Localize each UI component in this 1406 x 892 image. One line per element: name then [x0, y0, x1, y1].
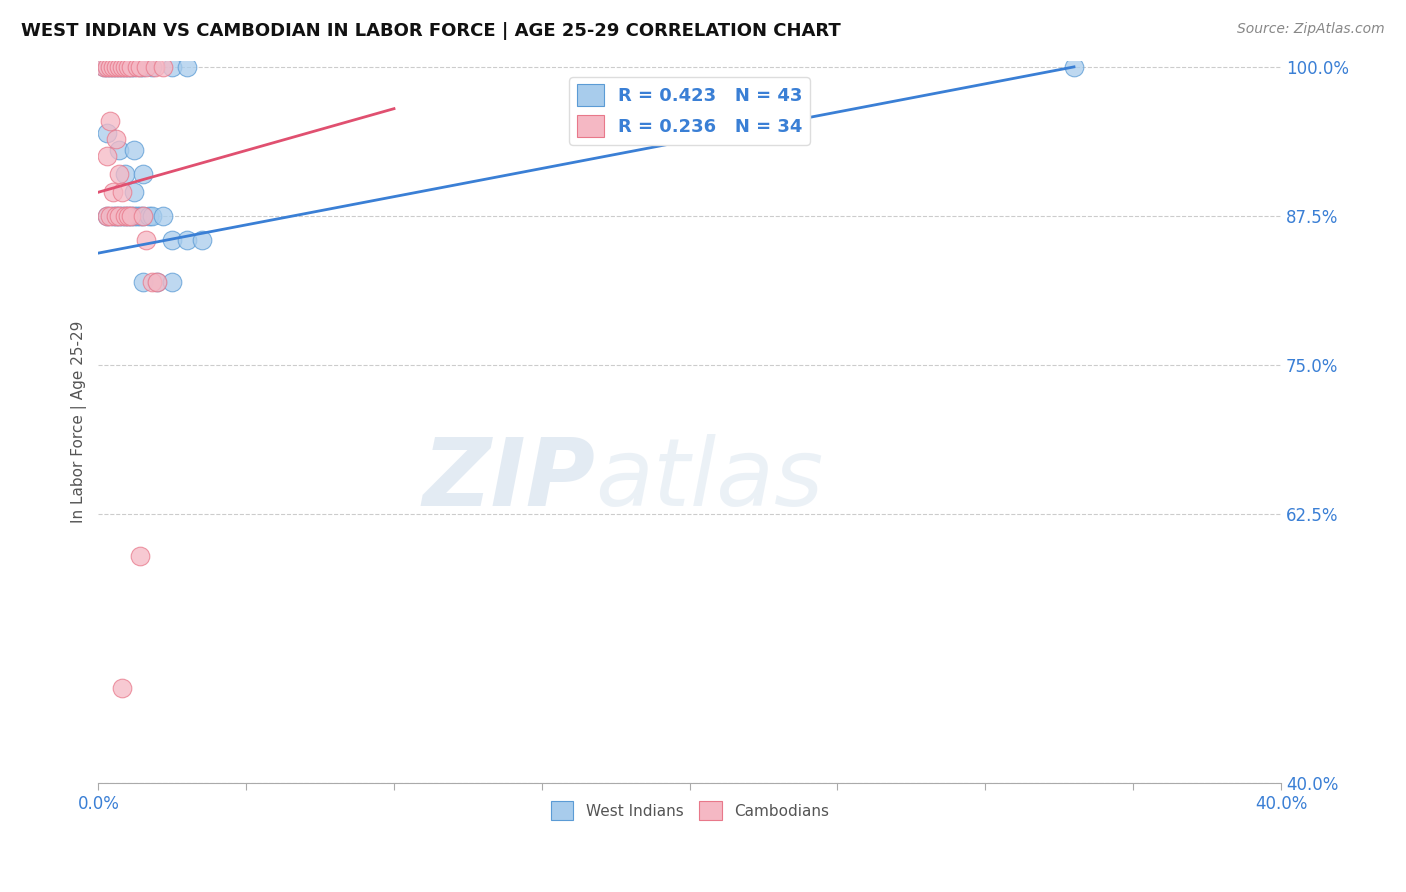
Point: [135, 60, 157, 74]
Point: [131, 167, 153, 181]
Point: [120, 60, 142, 74]
Point: [122, 60, 145, 74]
Point: [101, 185, 124, 199]
Text: ZIP: ZIP: [422, 434, 595, 525]
Point: [105, 131, 128, 145]
Point: [1063, 60, 1085, 74]
Point: [191, 233, 214, 247]
Point: [117, 209, 139, 223]
Point: [93, 60, 115, 74]
Point: [162, 275, 184, 289]
Point: [108, 209, 131, 223]
Y-axis label: In Labor Force | Age 25-29: In Labor Force | Age 25-29: [72, 321, 87, 524]
Point: [96, 60, 118, 74]
Point: [131, 60, 153, 74]
Point: [108, 167, 131, 181]
Point: [105, 209, 128, 223]
Point: [135, 233, 157, 247]
Point: [122, 144, 145, 158]
Point: [98, 60, 121, 74]
Point: [114, 209, 136, 223]
Point: [117, 60, 139, 74]
Point: [131, 209, 153, 223]
Point: [108, 60, 131, 74]
Point: [128, 549, 150, 564]
Point: [93, 60, 115, 74]
Point: [111, 185, 134, 199]
Point: [96, 149, 118, 163]
Point: [114, 60, 136, 74]
Point: [152, 209, 174, 223]
Point: [111, 60, 134, 74]
Point: [128, 60, 150, 74]
Point: [162, 60, 184, 74]
Point: [162, 233, 184, 247]
Point: [141, 60, 163, 74]
Point: [111, 681, 134, 695]
Point: [152, 60, 174, 74]
Point: [128, 60, 150, 74]
Point: [96, 209, 118, 223]
Point: [101, 60, 124, 74]
Point: [114, 60, 136, 74]
Text: Source: ZipAtlas.com: Source: ZipAtlas.com: [1237, 22, 1385, 37]
Point: [128, 209, 150, 223]
Point: [146, 275, 169, 289]
Point: [131, 209, 153, 223]
Text: atlas: atlas: [595, 434, 824, 525]
Point: [96, 60, 118, 74]
Point: [108, 60, 131, 74]
Point: [105, 209, 128, 223]
Point: [131, 275, 153, 289]
Point: [105, 60, 128, 74]
Point: [141, 275, 163, 289]
Point: [125, 209, 148, 223]
Point: [146, 275, 169, 289]
Point: [111, 209, 134, 223]
Point: [117, 60, 139, 74]
Point: [114, 167, 136, 181]
Point: [105, 60, 128, 74]
Point: [114, 209, 136, 223]
Point: [108, 144, 131, 158]
Point: [143, 60, 166, 74]
Point: [96, 126, 118, 140]
Text: WEST INDIAN VS CAMBODIAN IN LABOR FORCE | AGE 25-29 CORRELATION CHART: WEST INDIAN VS CAMBODIAN IN LABOR FORCE …: [21, 22, 841, 40]
Point: [122, 209, 145, 223]
Point: [125, 60, 148, 74]
Point: [141, 209, 163, 223]
Point: [111, 60, 134, 74]
Point: [117, 209, 139, 223]
Point: [98, 209, 121, 223]
Point: [120, 60, 142, 74]
Point: [176, 60, 198, 74]
Point: [176, 233, 198, 247]
Point: [138, 209, 160, 223]
Point: [98, 60, 121, 74]
Point: [122, 185, 145, 199]
Legend: West Indians, Cambodians: West Indians, Cambodians: [544, 795, 835, 826]
Point: [108, 209, 131, 223]
Point: [120, 209, 142, 223]
Point: [101, 60, 124, 74]
Point: [98, 113, 121, 128]
Point: [96, 209, 118, 223]
Point: [101, 209, 124, 223]
Point: [120, 209, 142, 223]
